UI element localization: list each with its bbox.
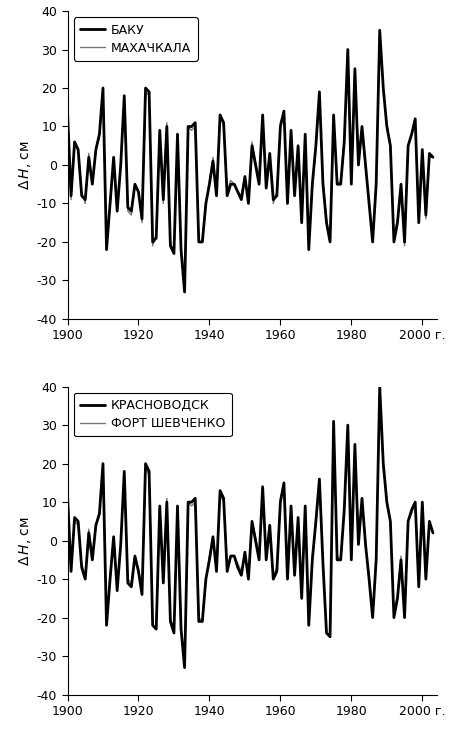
Y-axis label: $\Delta\,H$, см: $\Delta\,H$, см <box>17 516 32 565</box>
Legend: КРАСНОВОДСК, ФОРТ ШЕВЧЕНКО: КРАСНОВОДСК, ФОРТ ШЕВЧЕНКО <box>74 393 232 437</box>
Legend: БАКУ, МАХАЧКАЛА: БАКУ, МАХАЧКАЛА <box>74 18 198 61</box>
Y-axis label: $\Delta\,H$, см: $\Delta\,H$, см <box>17 140 32 190</box>
